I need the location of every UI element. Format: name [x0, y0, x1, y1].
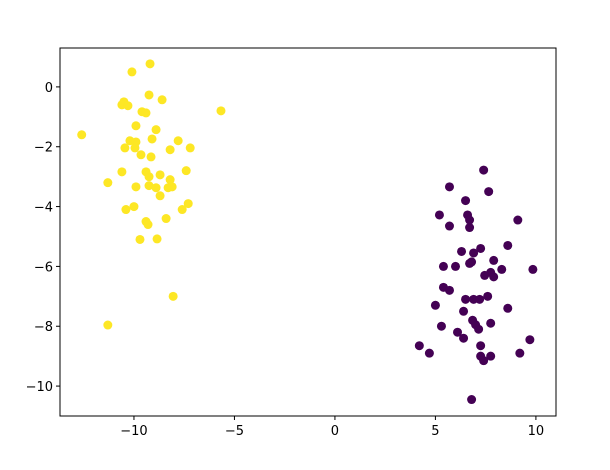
y-tick-label: 0	[45, 81, 53, 96]
point	[144, 181, 154, 191]
point	[465, 258, 475, 268]
point	[151, 125, 161, 135]
point	[152, 234, 162, 244]
point	[444, 182, 454, 192]
point	[167, 182, 177, 192]
point	[131, 182, 141, 192]
point	[131, 121, 141, 131]
point	[503, 240, 513, 250]
point	[444, 221, 454, 231]
point	[77, 130, 87, 140]
point	[503, 303, 513, 313]
plot-frame	[59, 47, 557, 417]
x-tick-label: −5	[225, 424, 244, 439]
point	[489, 255, 499, 265]
point	[136, 150, 146, 160]
point	[436, 321, 446, 331]
point	[438, 261, 448, 271]
point	[123, 101, 133, 111]
point	[173, 136, 183, 146]
point	[461, 196, 471, 206]
point	[135, 234, 145, 244]
point	[121, 205, 131, 215]
point	[144, 90, 154, 100]
point	[181, 166, 191, 176]
point	[479, 356, 489, 366]
point	[155, 170, 165, 180]
point	[130, 143, 140, 153]
point	[479, 165, 489, 175]
point	[183, 199, 193, 209]
point	[151, 183, 161, 193]
point	[457, 246, 467, 256]
y-tick-label: −4	[34, 201, 53, 216]
x-tick-label: 0	[331, 424, 339, 439]
point	[165, 145, 175, 155]
point	[185, 143, 195, 153]
point	[103, 320, 113, 330]
point	[497, 264, 507, 274]
point	[451, 261, 461, 271]
point	[484, 187, 494, 197]
y-tick-label: −2	[34, 141, 53, 156]
point	[480, 270, 490, 280]
y-tick-label: −10	[26, 380, 53, 395]
point	[145, 59, 155, 69]
point	[157, 95, 167, 105]
point	[486, 318, 496, 328]
point	[467, 395, 477, 405]
point	[476, 243, 486, 253]
point	[117, 167, 127, 177]
point	[177, 205, 187, 215]
point	[469, 248, 479, 258]
point	[143, 220, 153, 230]
point	[474, 324, 484, 334]
point	[155, 191, 165, 201]
x-tick-label: 5	[431, 424, 439, 439]
point	[465, 215, 475, 225]
point	[141, 108, 151, 118]
point	[414, 341, 424, 351]
point	[424, 348, 434, 358]
point	[528, 264, 538, 274]
point	[476, 341, 486, 351]
point	[444, 285, 454, 295]
point	[486, 351, 496, 361]
point	[465, 223, 475, 233]
point	[161, 214, 171, 224]
point	[103, 178, 113, 188]
point	[144, 172, 154, 182]
point	[459, 306, 469, 316]
point	[129, 202, 139, 212]
point	[165, 175, 175, 185]
point	[146, 152, 156, 162]
point	[483, 291, 493, 301]
point	[513, 215, 523, 225]
y-tick-label: −8	[34, 320, 53, 335]
point	[430, 300, 440, 310]
point	[168, 291, 178, 301]
point	[120, 143, 130, 153]
point	[525, 335, 535, 345]
x-tick-label: −10	[120, 424, 147, 439]
point	[127, 67, 137, 77]
point	[453, 327, 463, 337]
point	[475, 294, 485, 304]
point	[515, 348, 525, 358]
x-tick-label: 10	[528, 424, 545, 439]
point	[489, 272, 499, 282]
point	[147, 134, 157, 144]
point	[459, 333, 469, 343]
y-tick-label: −6	[34, 260, 53, 275]
point	[434, 210, 444, 220]
point	[216, 106, 226, 116]
point	[461, 294, 471, 304]
